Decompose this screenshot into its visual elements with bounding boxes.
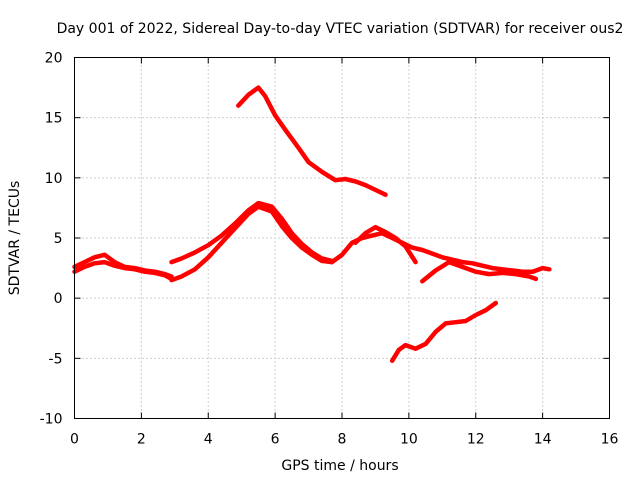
x-tick-label: 14 xyxy=(534,432,552,448)
x-tick-label: 8 xyxy=(338,432,347,448)
y-axis-label: SDTVAR / TECUs xyxy=(7,181,23,296)
series-arc-3 xyxy=(169,204,335,283)
tick-marks xyxy=(74,57,610,419)
x-tick-label: 16 xyxy=(601,432,619,448)
series-arc-8 xyxy=(236,85,388,197)
y-tick-label: -5 xyxy=(49,351,63,367)
y-tick-labels: -10 -5 0 5 10 15 20 xyxy=(40,51,63,428)
chart-title: Day 001 of 2022, Sidereal Day-to-day VTE… xyxy=(57,21,624,37)
grid-lines xyxy=(74,57,610,419)
x-tick-label: 12 xyxy=(467,432,485,448)
series-arc-4 xyxy=(169,200,335,265)
series-arc-7 xyxy=(420,259,539,284)
x-tick-label: 4 xyxy=(204,432,213,448)
y-tick-label: 15 xyxy=(45,111,63,127)
x-tick-label: 6 xyxy=(271,432,280,448)
y-tick-label: -10 xyxy=(40,412,63,428)
series-arc-2 xyxy=(72,259,174,282)
x-tick-label: 2 xyxy=(137,432,146,448)
x-tick-labels: 0 2 4 6 8 10 12 14 16 xyxy=(70,432,618,448)
series-arc-5 xyxy=(329,230,552,274)
series-arc-6 xyxy=(353,224,418,265)
y-tick-label: 20 xyxy=(45,51,63,67)
y-tick-label: 0 xyxy=(54,291,63,307)
series-layer xyxy=(72,85,552,363)
x-tick-label: 0 xyxy=(70,432,79,448)
y-tick-label: 5 xyxy=(54,231,63,247)
series-arc-9 xyxy=(389,300,499,363)
x-axis-label: GPS time / hours xyxy=(281,458,398,474)
x-tick-label: 10 xyxy=(400,432,418,448)
y-tick-label: 10 xyxy=(45,171,63,187)
